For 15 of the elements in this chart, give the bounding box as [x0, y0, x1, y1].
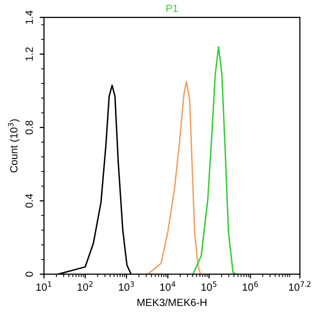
x-tick-label: 10$^{4}$	[160, 281, 176, 291]
x-tick-label: 10$^{5}$	[202, 281, 216, 291]
x-tick-label: 10$^{1}$	[36, 281, 52, 291]
y-tick-label: 1.4	[26, 10, 33, 24]
x-tick-label: 10$^{2}$	[78, 281, 92, 291]
x-tick-label: 10$^{6}$	[242, 281, 258, 291]
x-tick-label: 10$^{3}$	[118, 281, 134, 291]
x-axis-title: MEK3/MEK6-H	[137, 298, 206, 306]
y-tick-label: 0.4	[25, 194, 33, 208]
y-tick-label: 0.8	[25, 120, 33, 134]
y-tick-label: 0	[25, 272, 33, 277]
y-tick-label: 1.2	[25, 47, 33, 61]
x-tick-label: 10$^{7.2}$	[289, 281, 310, 291]
y-axis-title: Count (10$^{3}$)	[8, 119, 20, 172]
chart-title: P1	[166, 4, 178, 12]
